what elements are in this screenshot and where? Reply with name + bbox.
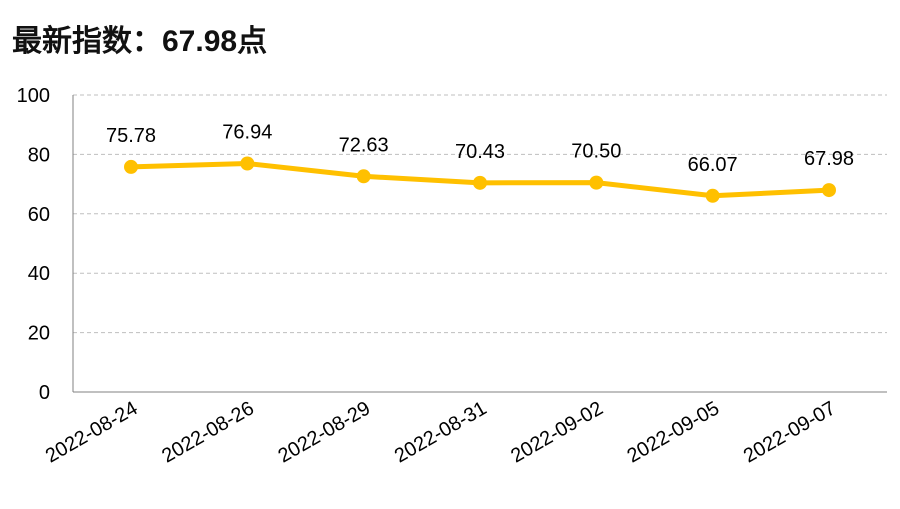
x-tick-label: 2022-08-29 [275, 397, 375, 467]
data-point [589, 175, 604, 190]
x-tick-label: 2022-09-07 [740, 397, 840, 467]
data-labels: 75.78 76.94 72.63 70.43 70.50 66.07 67.98 [106, 121, 854, 175]
y-tick-label: 40 [28, 263, 50, 285]
data-label: 67.98 [804, 148, 854, 170]
data-label: 66.07 [688, 154, 738, 176]
data-label: 70.43 [455, 141, 505, 163]
gridlines [73, 94, 887, 334]
data-point [240, 156, 255, 171]
data-point [356, 169, 371, 184]
data-point [124, 159, 138, 174]
data-label: 70.50 [571, 141, 621, 163]
x-tick-label: 2022-08-24 [42, 397, 142, 467]
y-tick-label: 0 [39, 382, 50, 404]
y-tick-label: 60 [28, 204, 50, 226]
data-point [473, 175, 487, 190]
x-tick-label: 2022-09-05 [624, 397, 724, 467]
x-tick-labels: 2022-08-24 2022-08-26 2022-08-29 2022-08-31… [42, 397, 840, 467]
data-label: 76.94 [222, 121, 272, 143]
y-tick-labels: 0 20 40 60 80 100 [17, 85, 50, 404]
y-tick-label: 20 [28, 323, 50, 345]
chart-title: 最新指数：67.98点 [12, 25, 268, 58]
data-point [705, 188, 720, 203]
x-tick-label: 2022-08-26 [158, 397, 258, 467]
x-tick-label: 2022-09-02 [507, 397, 607, 467]
data-point [822, 183, 836, 198]
data-points [124, 156, 836, 203]
axes [72, 95, 887, 393]
y-tick-label: 100 [17, 85, 50, 107]
data-label: 72.63 [339, 134, 389, 156]
data-label: 75.78 [106, 125, 156, 147]
y-tick-label: 80 [28, 144, 50, 166]
x-tick-label: 2022-08-31 [391, 397, 491, 467]
